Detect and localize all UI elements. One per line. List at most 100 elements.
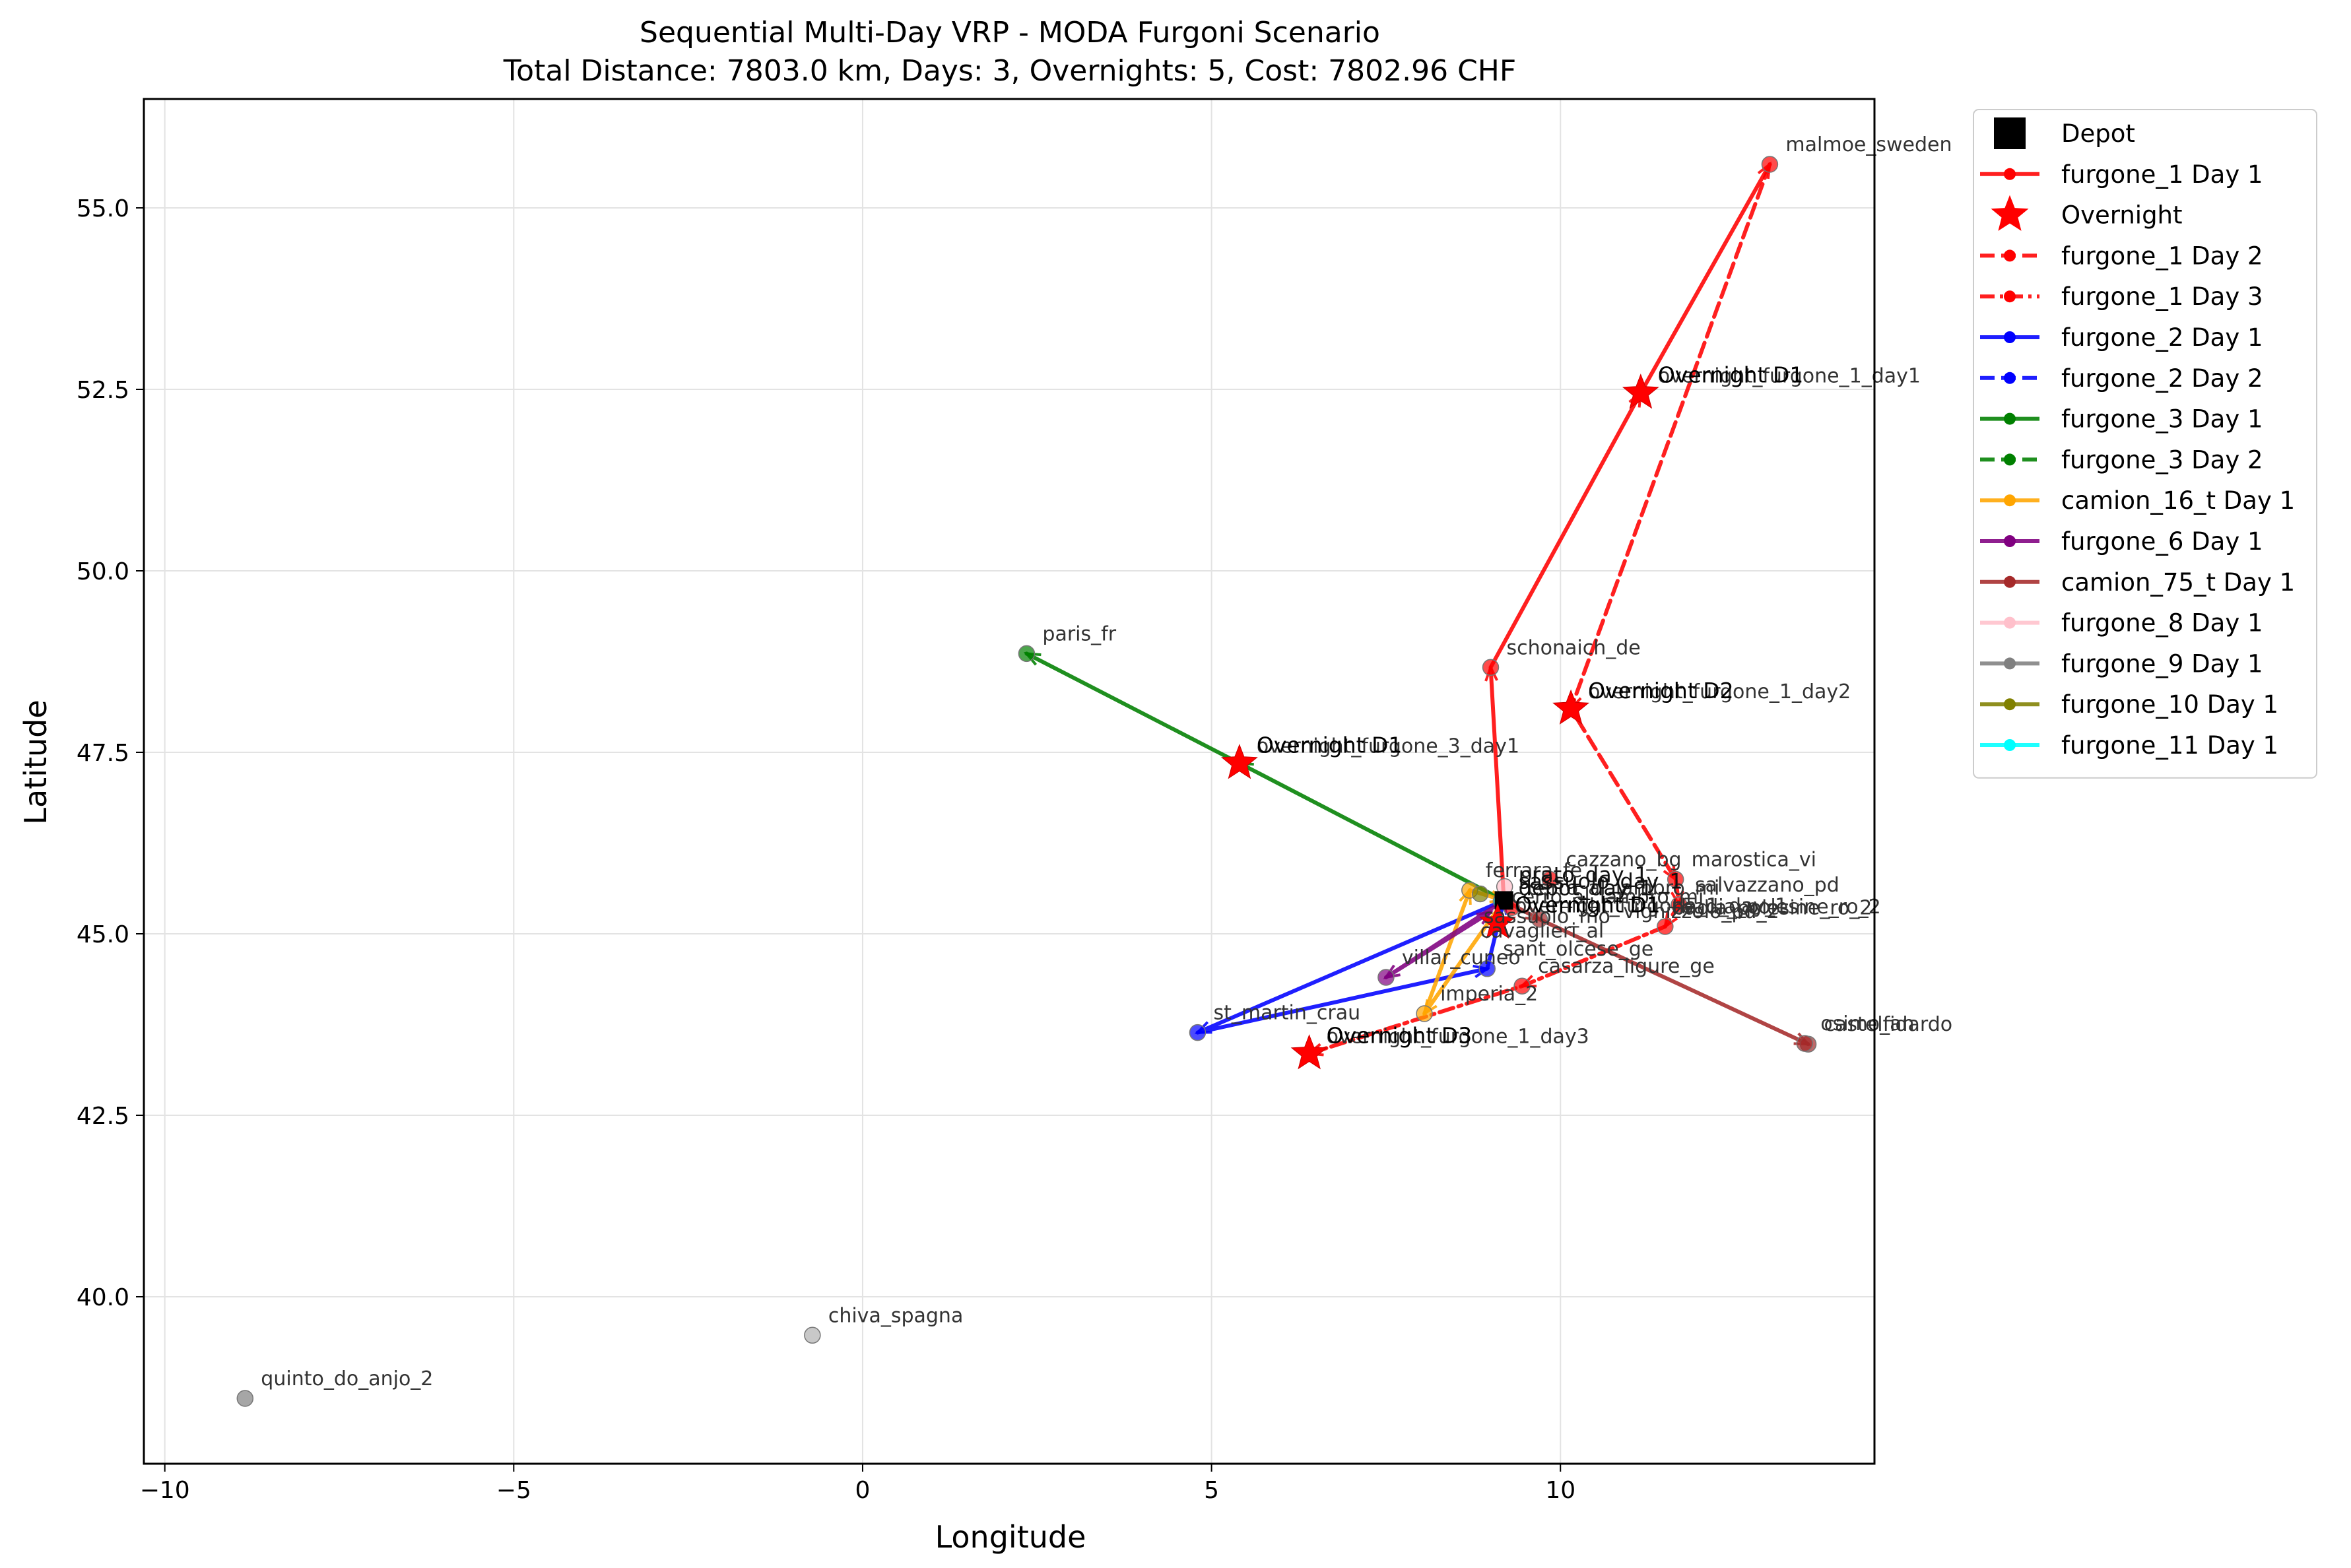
stop-point xyxy=(1478,960,1496,977)
legend-label: furgone_9 Day 1 xyxy=(2061,649,2263,678)
legend-label: furgone_1 Day 1 xyxy=(2061,160,2263,189)
stop-point-label: cerro_al_lambro_mi xyxy=(1527,876,1719,899)
y-tick-label: 50.0 xyxy=(77,558,129,585)
stop-point xyxy=(1513,977,1531,995)
legend-label: furgone_3 Day 1 xyxy=(2061,405,2263,434)
stop-point xyxy=(1796,1035,1814,1052)
legend-label: furgone_6 Day 1 xyxy=(2061,527,2263,556)
stop-point-label: ferrara_fe xyxy=(1486,859,1582,882)
grid-lines xyxy=(144,99,1874,1464)
chart-title-group: Sequential Multi-Day VRP - MODA Furgoni … xyxy=(503,16,1516,88)
depot-label: sassuolo_day_1 xyxy=(1519,868,1683,894)
overnight-star xyxy=(1479,903,1517,939)
legend-marker-swatch xyxy=(2004,249,2016,262)
stop-point-label: marostica_vi xyxy=(1692,849,1816,872)
y-tick-label: 55.0 xyxy=(77,195,129,222)
y-tick-label: 45.0 xyxy=(77,921,129,948)
stop-point-label: casarza_ligure_ge xyxy=(1538,955,1715,978)
stop-point-label: badia_polesine_ro_2 xyxy=(1681,896,1881,919)
legend-marker-swatch xyxy=(2004,412,2016,425)
x-tick-label: 10 xyxy=(1545,1477,1575,1504)
overnight-label: Overnight D1 xyxy=(1658,362,1804,388)
stop-point xyxy=(804,1326,821,1344)
route-line xyxy=(1024,651,1506,903)
legend-marker-swatch xyxy=(2004,453,2016,466)
stop-point xyxy=(1531,911,1548,928)
legend-label: furgone_11 Day 1 xyxy=(2061,731,2278,760)
stop-point-label: osimo_an xyxy=(1820,1012,1914,1035)
legend-label: furgone_2 Day 2 xyxy=(2061,364,2263,393)
stop-point xyxy=(1189,1024,1207,1041)
stop-point xyxy=(1471,885,1489,903)
x-tick-label: 0 xyxy=(855,1477,871,1504)
stop-point-label: imperia_2 xyxy=(1440,983,1538,1006)
x-axis-label: Longitude xyxy=(935,1519,1086,1555)
legend-marker-swatch xyxy=(2004,494,2016,507)
stop-point xyxy=(1671,896,1688,913)
overnight-label: Overnight D2 xyxy=(1588,678,1734,703)
y-axis-label: Latitude xyxy=(18,700,53,824)
x-tick-label: 5 xyxy=(1204,1477,1219,1504)
stop-point-label: castelfidardo xyxy=(1824,1013,1953,1036)
legend: Depot furgone_1 Day 1 Overnight furgone_1 D… xyxy=(1973,109,2317,779)
stop-point-label: st_martin_crau xyxy=(1213,1002,1360,1025)
stop-point xyxy=(1761,156,1779,173)
chart-title: Sequential Multi-Day VRP - MODA Furgoni … xyxy=(640,16,1380,49)
legend-marker-swatch xyxy=(2004,575,2016,588)
legend-label: furgone_2 Day 1 xyxy=(2061,323,2263,352)
cluster-label: cerro_al_lambro_mi xyxy=(1511,886,1704,909)
depot-label: depot_day_1 xyxy=(1519,875,1653,900)
legend-marker-swatch xyxy=(2004,372,2016,384)
overnight-stars xyxy=(1220,374,1659,1070)
legend-marker-swatch xyxy=(2004,535,2016,547)
stop-point-label: quinto_do_anjo_2 xyxy=(261,1367,433,1390)
overnight-extra-label: overnight_furgone_1_day3 xyxy=(1327,1026,1589,1049)
overnight-star xyxy=(1290,1034,1328,1070)
overnight-star xyxy=(1220,744,1258,779)
legend-label: camion_16_t Day 1 xyxy=(2061,486,2295,515)
stop-point xyxy=(1541,870,1559,888)
stop-point xyxy=(1416,1005,1433,1022)
overnight-label: Overnight D1 xyxy=(1257,733,1403,758)
y-tick-label: 42.5 xyxy=(77,1103,129,1130)
legend-marker-swatch xyxy=(2004,698,2016,711)
stop-point xyxy=(1667,870,1684,888)
y-tick-label: 40.0 xyxy=(77,1284,129,1311)
stop-point xyxy=(1018,645,1036,663)
legend-depot-swatch xyxy=(1994,117,2026,149)
legend-marker-swatch xyxy=(2004,331,2016,343)
legend-marker-swatch xyxy=(2004,616,2016,629)
legend-label: furgone_3 Day 2 xyxy=(2061,445,2263,474)
overnight-label: Overnight D3 xyxy=(1327,1023,1473,1049)
cluster-label: cavaglieri_al xyxy=(1480,920,1605,943)
legend-star-swatch xyxy=(1991,195,2029,231)
stop-point xyxy=(236,1390,254,1407)
cluster-label: vighizzolo_pd_2 xyxy=(1623,900,1779,923)
overnight-extra-label: overnight_furgone_3_day1 xyxy=(1257,735,1519,758)
x-tick-label: −10 xyxy=(140,1477,190,1504)
x-tick-label: −5 xyxy=(496,1477,531,1504)
overnight-extra-label: overnight_furgone_1_day2 xyxy=(1588,680,1851,703)
stop-point-label: sant_olcese_ge xyxy=(1503,938,1653,961)
legend-label: Depot xyxy=(2061,119,2135,148)
legend-label: furgone_8 Day 1 xyxy=(2061,609,2263,637)
stop-point xyxy=(1657,918,1674,935)
stop-point xyxy=(1482,659,1500,676)
stop-points xyxy=(236,156,1817,1407)
legend-label: furgone_1 Day 2 xyxy=(2061,242,2263,270)
legend-marker-swatch xyxy=(2004,290,2016,303)
overnight-extra-label: overnight_furgone_1_day1 xyxy=(1658,365,1921,388)
route-line xyxy=(1488,162,1772,903)
stop-point-label: chiva_spagna xyxy=(828,1304,963,1327)
legend-marker-swatch xyxy=(2004,739,2016,751)
cluster-label: badia_polesine_ro_2 xyxy=(1672,896,1872,919)
stop-point-label: schonaich_de xyxy=(1507,636,1641,659)
overnight-star xyxy=(1622,374,1659,409)
x-axis-ticks: −10 −5 0 5 10 xyxy=(140,1464,1575,1504)
route-line xyxy=(1195,898,1506,1035)
y-tick-label: 47.5 xyxy=(77,740,129,767)
stop-point-label: paris_fr xyxy=(1042,622,1116,645)
stop-point-label: villar_cuneo xyxy=(1402,946,1521,969)
stop-point-label: cazzano_bg xyxy=(1566,849,1681,872)
legend-label: Overnight xyxy=(2061,201,2183,230)
